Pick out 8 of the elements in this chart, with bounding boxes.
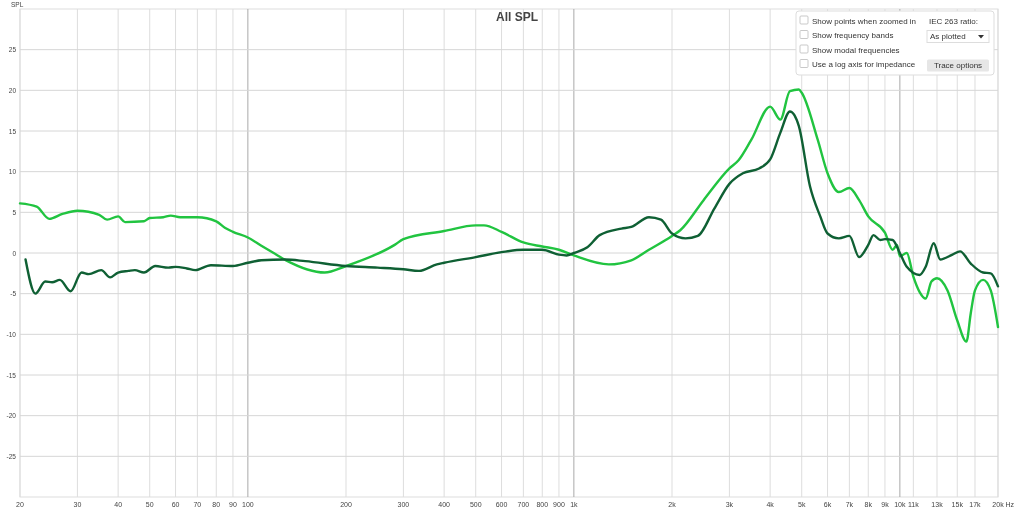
annotation: As plotted xyxy=(930,31,966,41)
annotation: Use a log axis for impedance xyxy=(812,60,916,69)
chart-title: All SPL xyxy=(495,10,539,24)
annotation: IEC 263 ratio: xyxy=(929,16,978,26)
annotation: Show frequency bands xyxy=(812,31,894,40)
annotation: Trace options xyxy=(933,60,983,70)
annotation: Show points when zoomed in xyxy=(812,16,917,26)
annotation: Show modal frequencies xyxy=(812,45,900,55)
